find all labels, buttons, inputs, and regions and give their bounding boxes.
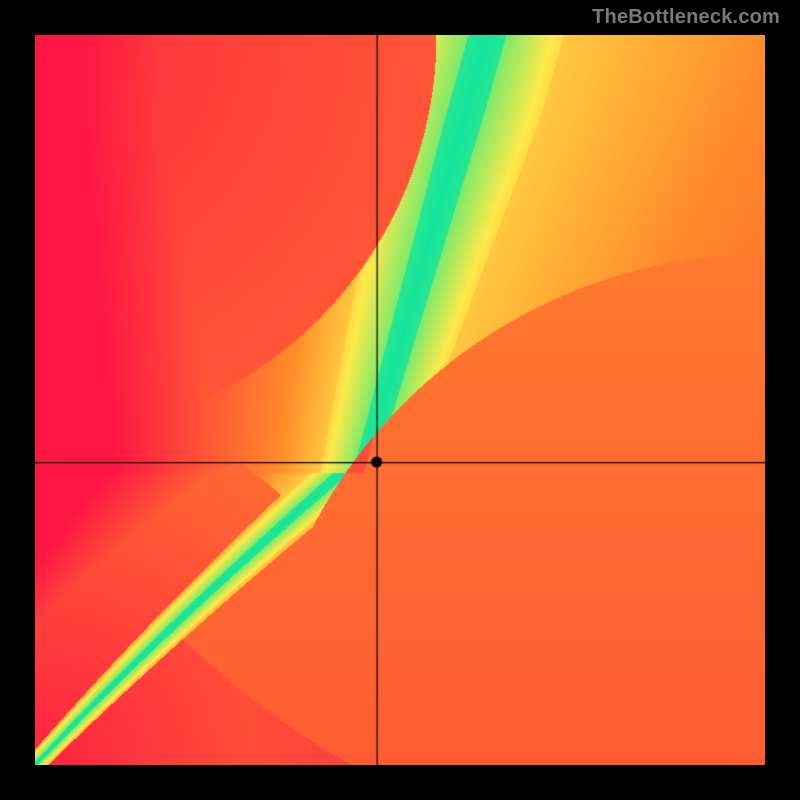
bottleneck-heatmap <box>35 35 765 765</box>
watermark-text: TheBottleneck.com <box>592 6 780 29</box>
